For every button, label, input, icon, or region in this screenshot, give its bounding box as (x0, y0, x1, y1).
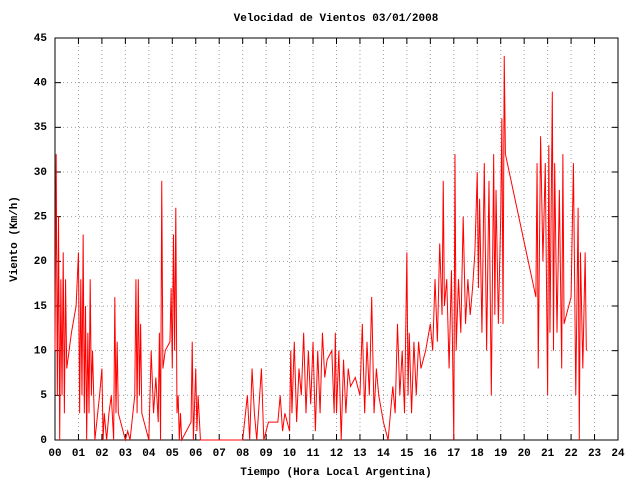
x-tick-label: 12 (330, 448, 343, 460)
y-tick-label: 45 (34, 33, 48, 45)
x-tick-label: 23 (588, 448, 602, 460)
y-tick-label: 5 (40, 390, 47, 402)
x-tick-label: 03 (119, 448, 133, 460)
y-tick-label: 15 (34, 301, 48, 313)
x-tick-label: 02 (95, 448, 108, 460)
x-tick-label: 07 (213, 448, 226, 460)
x-tick-label: 14 (377, 448, 391, 460)
x-tick-label: 08 (236, 448, 250, 460)
y-axis-label: Viento (Km/h) (9, 196, 21, 282)
x-tick-label: 13 (353, 448, 367, 460)
y-tick-label: 30 (34, 167, 47, 179)
x-tick-label: 01 (72, 448, 86, 460)
x-tick-label: 21 (541, 448, 555, 460)
y-tick-label: 25 (34, 212, 48, 224)
y-tick-label: 10 (34, 346, 47, 358)
x-tick-label: 04 (142, 448, 156, 460)
x-tick-label: 05 (166, 448, 180, 460)
y-tick-label: 40 (34, 78, 47, 90)
plot-border (54, 37, 619, 441)
x-tick-label: 00 (48, 448, 61, 460)
x-axis-label: Tiempo (Hora Local Argentina) (240, 467, 431, 479)
chart-title: Velocidad de Vientos 03/01/2008 (234, 13, 439, 25)
x-tick-label: 10 (283, 448, 296, 460)
x-tick-label: 16 (424, 448, 437, 460)
x-tick-label: 19 (494, 448, 507, 460)
wind-line (54, 55, 587, 442)
y-tick-label: 0 (40, 435, 47, 447)
y-tick-label: 20 (34, 256, 47, 268)
x-tick-label: 18 (471, 448, 485, 460)
x-tick-label: 06 (189, 448, 202, 460)
x-tick-label: 24 (611, 448, 625, 460)
x-tick-label: 11 (306, 448, 320, 460)
y-tick-label: 35 (34, 122, 48, 134)
x-tick-label: 09 (260, 448, 273, 460)
x-tick-label: 20 (518, 448, 531, 460)
x-tick-label: 15 (400, 448, 414, 460)
x-tick-label: 22 (564, 448, 577, 460)
x-tick-label: 17 (447, 448, 460, 460)
